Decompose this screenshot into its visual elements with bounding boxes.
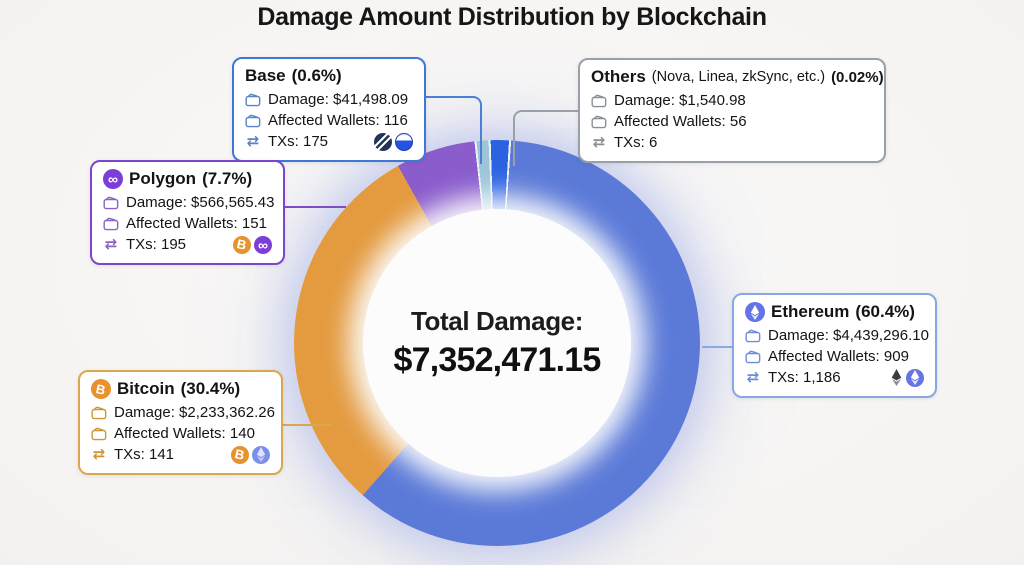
infinity-glyph: ∞ <box>108 171 118 187</box>
bitcoin-chain-icons: B <box>231 445 270 464</box>
bitcoin-mini-icon: B <box>231 445 249 464</box>
others-wallets-row: Affected Wallets: 56 <box>591 111 873 132</box>
polygon-chain-icons: B ∞ <box>233 235 272 254</box>
ethereum-wallets: Affected Wallets: 909 <box>768 348 909 365</box>
chain-logo-mini-icon <box>374 132 392 151</box>
ethereum-damage: Damage: $4,439,296.10 <box>768 327 929 344</box>
others-wallets: Affected Wallets: 56 <box>614 113 747 130</box>
transfer-arrows-icon: ⇄ <box>746 369 760 386</box>
wallet-icon <box>591 94 607 107</box>
ethereum-txs: TXs: 1,186 <box>768 369 841 386</box>
bitcoin-damage: Damage: $2,233,362.26 <box>114 404 275 421</box>
ethereum-txs-row: ⇄ TXs: 1,186 <box>745 367 924 388</box>
eth-diamond-icon <box>750 304 760 320</box>
wallet-icon <box>245 93 261 106</box>
eth-diamond-icon <box>910 370 920 385</box>
polygon-wallets: Affected Wallets: 151 <box>126 215 267 232</box>
polygon-damage-row: Damage: $566,565.43 <box>103 192 275 213</box>
ethereum-name: Ethereum <box>771 302 850 321</box>
transfer-arrows-icon: ⇄ <box>104 236 118 253</box>
polygon-callout-title: ∞ Polygon (7.7%) <box>103 169 272 189</box>
ethereum-chain-icons <box>890 368 924 387</box>
polygon-mini-icon: ∞ <box>254 235 272 254</box>
ethereum-wallets-row: Affected Wallets: 909 <box>745 346 924 367</box>
bitcoin-icon: B <box>91 379 111 399</box>
base-wallets: Affected Wallets: 116 <box>268 112 408 129</box>
others-txs: TXs: 6 <box>614 134 658 151</box>
base-mini-icon <box>395 132 413 151</box>
ethereum-icon <box>745 302 765 322</box>
bitcoin-mini-icon: B <box>233 235 251 254</box>
connector-bitcoin <box>282 424 332 426</box>
wallet-icon <box>245 114 261 127</box>
polygon-percent: (7.7%) <box>202 169 253 188</box>
polygon-name: Polygon <box>129 169 197 188</box>
connector-ethereum <box>702 346 733 348</box>
wallet-icon <box>91 427 107 440</box>
others-subtitle: (Nova, Linea, zkSync, etc.) <box>651 69 826 85</box>
total-damage-value: $7,352,471.15 <box>393 341 601 379</box>
transfer-arrows-icon: ⇄ <box>592 134 606 151</box>
base-damage: Damage: $41,498.09 <box>268 91 409 108</box>
eth-diamond-mini-icon <box>891 369 902 386</box>
wallet-icon <box>103 217 119 230</box>
wallet-icon <box>745 329 761 342</box>
transfer-arrows-icon: ⇄ <box>246 133 260 150</box>
bitcoin-name: Bitcoin <box>117 379 175 398</box>
polygon-damage: Damage: $566,565.43 <box>126 194 275 211</box>
others-damage: Damage: $1,540.98 <box>614 92 746 109</box>
others-damage-row: Damage: $1,540.98 <box>591 90 873 111</box>
ethereum-mini-icon <box>906 368 924 387</box>
bitcoin-callout: B Bitcoin (30.4%) Damage: $2,233,362.26 … <box>78 370 283 475</box>
bitcoin-wallets-row: Affected Wallets: 140 <box>91 423 270 444</box>
base-wallets-row: Affected Wallets: 116 <box>245 110 413 131</box>
transfer-arrows-icon: ⇄ <box>92 446 106 463</box>
base-txs-row: ⇄ TXs: 175 <box>245 131 413 152</box>
bitcoin-wallets: Affected Wallets: 140 <box>114 425 255 442</box>
base-damage-row: Damage: $41,498.09 <box>245 89 413 110</box>
base-name: Base <box>245 66 286 85</box>
others-txs-row: ⇄ TXs: 6 <box>591 132 873 153</box>
base-percent: (0.6%) <box>291 66 342 85</box>
ethereum-callout-title: Ethereum (60.4%) <box>745 302 924 322</box>
donut-hole: Total Damage: $7,352,471.15 <box>363 209 631 477</box>
ethereum-callout: Ethereum (60.4%) Damage: $4,439,296.10 A… <box>732 293 937 398</box>
wallet-icon <box>591 115 607 128</box>
others-percent: (0.02%) <box>831 68 884 86</box>
base-chain-icons <box>374 132 413 151</box>
ethereum-mini-icon <box>252 445 270 464</box>
bitcoin-percent: (30.4%) <box>180 379 241 398</box>
base-txs: TXs: 175 <box>268 133 329 150</box>
wallet-icon <box>91 406 107 419</box>
connector-base <box>426 96 482 164</box>
others-callout: Others (Nova, Linea, zkSync, etc.) (0.02… <box>578 58 886 163</box>
ethereum-percent: (60.4%) <box>855 302 915 321</box>
bitcoin-txs-row: ⇄ TXs: 141 B <box>91 444 270 465</box>
others-name: Others <box>591 67 646 86</box>
bitcoin-callout-title: B Bitcoin (30.4%) <box>91 379 270 399</box>
polygon-callout: ∞ Polygon (7.7%) Damage: $566,565.43 Aff… <box>90 160 285 265</box>
bitcoin-txs: TXs: 141 <box>114 446 175 463</box>
base-callout-title: Base (0.6%) <box>245 66 413 86</box>
connector-others <box>513 110 580 166</box>
polygon-txs-row: ⇄ TXs: 195 B ∞ <box>103 234 272 255</box>
polygon-txs: TXs: 195 <box>126 236 187 253</box>
bitcoin-damage-row: Damage: $2,233,362.26 <box>91 402 275 423</box>
polygon-icon: ∞ <box>103 169 123 189</box>
ethereum-damage-row: Damage: $4,439,296.10 <box>745 325 929 346</box>
polygon-wallets-row: Affected Wallets: 151 <box>103 213 272 234</box>
others-callout-title: Others (Nova, Linea, zkSync, etc.) (0.02… <box>591 67 884 87</box>
wallet-icon <box>103 196 119 209</box>
base-callout: Base (0.6%) Damage: $41,498.09 Affected … <box>232 57 426 162</box>
total-damage-label: Total Damage: <box>410 306 583 336</box>
page-title: Damage Amount Distribution by Blockchain <box>257 3 767 31</box>
connector-polygon <box>284 206 346 208</box>
wallet-icon <box>745 350 761 363</box>
eth-diamond-icon <box>256 447 266 462</box>
